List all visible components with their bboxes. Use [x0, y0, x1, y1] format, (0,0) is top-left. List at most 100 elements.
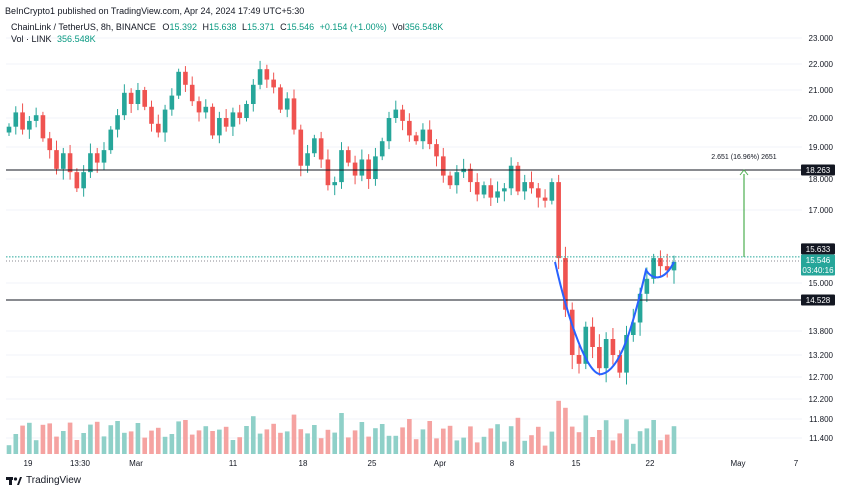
volume-bar: [142, 437, 148, 454]
candle-body: [33, 115, 39, 121]
volume-bar: [108, 425, 114, 454]
volume-bar: [658, 440, 663, 454]
volume-bar: [67, 422, 73, 454]
high-label: H: [202, 22, 209, 32]
volume-bar: [339, 413, 344, 454]
volume-bar: [325, 429, 331, 454]
candle-body: [597, 347, 602, 369]
volume-bar: [332, 432, 338, 454]
candle-body: [488, 185, 494, 198]
x-tick-label: Mar: [129, 459, 143, 468]
candle-body: [74, 172, 80, 189]
volume-bar: [54, 436, 59, 454]
x-axis[interactable]: 19 13:30 Mar 11 18 25 Apr 8 15 22 May 7: [24, 459, 799, 468]
volume-bar: [81, 433, 86, 454]
candle-body: [386, 118, 392, 142]
candle-body: [13, 112, 19, 127]
volume-bar: [217, 429, 222, 454]
volume-bar: [481, 436, 487, 454]
volume-bar: [447, 425, 453, 454]
volume-bar: [305, 433, 310, 454]
candle-body: [569, 309, 575, 355]
symbol-name[interactable]: ChainLink / TetherUS, 8h, BINANCE: [11, 22, 156, 32]
vol-value: 356.548K: [404, 22, 444, 32]
price-label-text: 03:40:16: [802, 266, 834, 275]
volume-bar: [671, 426, 677, 454]
volume-bar: [210, 431, 215, 454]
candle-body: [88, 153, 93, 173]
volume-row-value: 356.548K: [57, 34, 96, 44]
volume-bar: [563, 407, 568, 454]
volume-bar: [488, 428, 494, 454]
candle-body: [305, 153, 310, 166]
candle-body: [244, 104, 249, 118]
candle-body: [407, 120, 412, 136]
volume-bar: [101, 436, 107, 454]
candle-body: [40, 115, 46, 139]
volume-bar: [603, 420, 609, 454]
volume-bar: [495, 424, 500, 454]
volume-bar: [298, 429, 304, 454]
candle-body: [468, 168, 473, 183]
close-label: C: [280, 22, 287, 32]
volume-bar: [20, 425, 25, 454]
volume-bar: [230, 440, 236, 454]
candle-body: [379, 141, 385, 157]
volume-bar: [196, 430, 202, 454]
candle-body: [257, 69, 263, 85]
y-axis[interactable]: 23.000 22.000 21.000 20.000 19.000 18.000 17.0…: [809, 34, 834, 443]
candle-body: [413, 135, 419, 142]
x-tick-label: 18: [299, 459, 308, 468]
y-tick-label: 13.200: [809, 351, 834, 360]
close-value: 15.546: [286, 22, 315, 32]
volume-bar: [556, 400, 561, 454]
vol-label: Vol: [392, 22, 405, 32]
volume-bar: [468, 426, 473, 454]
volume-bar: [128, 431, 134, 454]
candle-body: [427, 129, 433, 145]
cup-and-handle-curve[interactable]: [554, 261, 675, 376]
y-tick-label: 13.800: [809, 327, 834, 336]
candle-body: [583, 326, 589, 364]
candle-body: [108, 129, 114, 151]
volume-bar: [542, 445, 548, 454]
candle-body: [651, 258, 656, 279]
volume-bar: [47, 423, 53, 454]
tradingview-footer[interactable]: TradingView: [6, 475, 81, 486]
x-tick-label: 7: [794, 459, 799, 468]
y-tick-label: 17.000: [809, 206, 834, 215]
x-tick-label: Apr: [434, 459, 447, 468]
volume-bar: [617, 433, 623, 454]
volume-bar: [74, 440, 80, 454]
candle-body: [325, 159, 331, 186]
volume-bar: [244, 426, 249, 454]
candle-body: [115, 115, 120, 130]
volume-row-label[interactable]: Vol · LINK: [11, 34, 52, 44]
volume-bar: [454, 440, 460, 454]
candle-body: [359, 159, 365, 176]
candle-body: [529, 182, 534, 189]
open-label: O: [162, 22, 170, 32]
candle-body: [176, 71, 181, 96]
candle-body: [461, 168, 466, 173]
volume-bar: [529, 435, 534, 454]
volume-bar: [122, 432, 127, 454]
candle-body: [60, 153, 66, 169]
volume-bar: [522, 440, 528, 454]
volume-bar: [630, 443, 636, 454]
candle-body: [149, 106, 154, 124]
volume-bar: [6, 445, 12, 454]
candle-body: [610, 339, 616, 355]
price-label-box: [801, 164, 835, 176]
price-levels[interactable]: [6, 169, 802, 301]
y-tick-label: 22.000: [809, 60, 834, 69]
candle-body: [332, 182, 338, 186]
ohlc-legend: ChainLink / TetherUS, 8h, BINANCE O15.39…: [11, 22, 443, 32]
volume-bar: [115, 421, 120, 454]
candle-body: [6, 126, 12, 133]
volume-legend: Vol · LINK 356.548K: [11, 34, 96, 44]
price-label-text: 18.263: [806, 166, 831, 175]
price-label-box: [801, 254, 835, 266]
